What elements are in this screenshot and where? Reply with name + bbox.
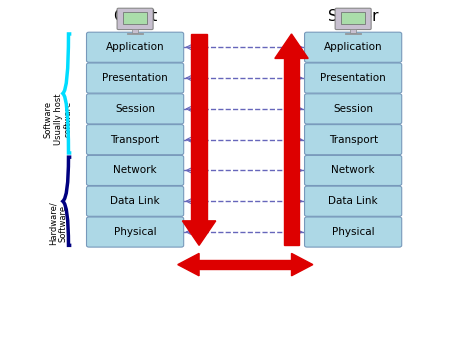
Polygon shape	[275, 34, 308, 58]
Polygon shape	[292, 253, 313, 276]
Text: Transport: Transport	[110, 135, 160, 145]
Text: Network: Network	[113, 166, 157, 175]
FancyBboxPatch shape	[86, 125, 183, 155]
Bar	[127, 33, 143, 34]
Text: Application: Application	[324, 42, 383, 52]
FancyBboxPatch shape	[86, 32, 183, 62]
Text: Application: Application	[106, 42, 164, 52]
Bar	[341, 12, 365, 24]
Text: Session: Session	[115, 104, 155, 114]
FancyBboxPatch shape	[86, 186, 183, 216]
FancyBboxPatch shape	[86, 94, 183, 124]
Text: Presentation: Presentation	[320, 73, 386, 83]
FancyBboxPatch shape	[304, 94, 401, 124]
FancyBboxPatch shape	[335, 8, 371, 30]
Bar	[132, 28, 138, 33]
FancyBboxPatch shape	[304, 155, 401, 186]
Bar	[345, 33, 362, 34]
Text: Client: Client	[113, 9, 157, 24]
FancyBboxPatch shape	[117, 8, 153, 30]
Text: Software
Usually host
software: Software Usually host software	[43, 93, 73, 145]
Text: Data Link: Data Link	[110, 196, 160, 206]
Text: Server: Server	[328, 9, 378, 24]
Text: Transport: Transport	[328, 135, 378, 145]
FancyBboxPatch shape	[304, 32, 401, 62]
Text: Data Link: Data Link	[328, 196, 378, 206]
FancyBboxPatch shape	[304, 217, 401, 247]
Polygon shape	[182, 221, 216, 245]
Text: Presentation: Presentation	[102, 73, 168, 83]
Bar	[350, 28, 356, 33]
FancyBboxPatch shape	[304, 63, 401, 93]
FancyBboxPatch shape	[86, 217, 183, 247]
Bar	[123, 12, 147, 24]
Text: Physical: Physical	[114, 227, 156, 237]
Text: Session: Session	[333, 104, 373, 114]
Text: Network: Network	[331, 166, 375, 175]
FancyBboxPatch shape	[304, 125, 401, 155]
FancyBboxPatch shape	[86, 63, 183, 93]
Polygon shape	[178, 253, 199, 276]
FancyBboxPatch shape	[304, 186, 401, 216]
Bar	[191, 34, 207, 221]
FancyBboxPatch shape	[86, 155, 183, 186]
Bar	[199, 260, 292, 270]
Bar	[284, 58, 299, 245]
Text: Hardware/
Software: Hardware/ Software	[48, 201, 68, 245]
Text: Physical: Physical	[332, 227, 374, 237]
